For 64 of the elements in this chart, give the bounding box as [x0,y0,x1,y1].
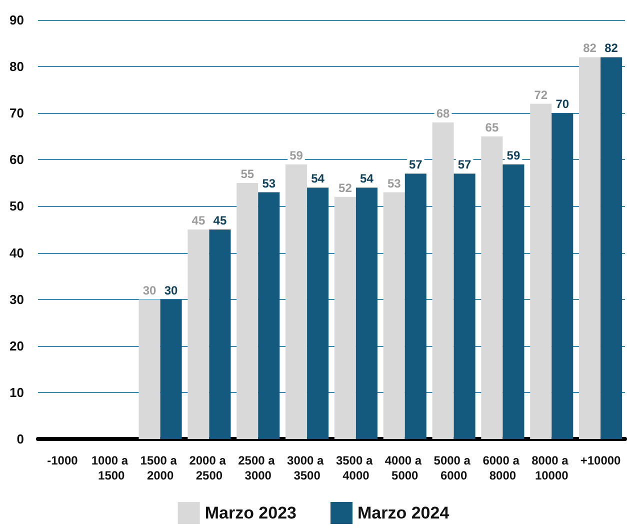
y-tick-label: 90 [10,12,24,28]
y-tick-label: 20 [10,338,24,354]
bar [258,192,280,439]
legend-label: Marzo 2023 [204,504,297,522]
x-tick-label: -1000 [47,454,78,468]
data-label: 45 [192,214,206,228]
bar [188,230,210,439]
bar [600,57,622,439]
y-tick-label: 30 [10,292,24,307]
x-tick-label: 2000 a 2500 [189,454,230,482]
bar [334,196,356,439]
data-label: 59 [506,148,520,162]
y-tick-label: 10 [10,384,24,400]
bar [552,113,574,439]
y-tick-label: 50 [10,198,24,214]
x-tick-label: 2500 a 3000 [238,454,278,482]
x-tick-label: 3500 a 4000 [336,454,376,482]
data-label: 54 [311,172,325,186]
data-label: 82 [604,41,618,56]
bar [286,164,308,439]
bar [383,192,405,439]
data-label: 30 [164,283,178,298]
legend-label: Marzo 2024 [358,504,450,522]
data-label: 54 [360,172,374,186]
data-label: 52 [338,180,352,195]
data-label: 30 [142,283,157,298]
y-tick-label: 40 [10,245,24,260]
data-label: 65 [485,120,499,134]
data-label: 57 [458,158,472,172]
x-tick-label: +10000 [580,454,622,468]
x-tick-label: 3000 a 3500 [287,454,328,482]
x-tick-label: 5000 a 6000 [434,454,474,482]
data-label: 55 [240,166,254,181]
x-tick-label: 4000 a 5000 [384,454,425,482]
bar [138,299,160,439]
bar [502,164,524,439]
bar [236,182,258,439]
data-label: 70 [556,97,570,112]
data-label: 59 [290,148,304,162]
y-tick-label: 0 [16,432,24,446]
bar [160,299,182,439]
data-label: 53 [387,176,402,190]
x-tick-label: 1500 a 2000 [140,454,180,482]
bar [454,174,476,439]
bar [579,57,601,439]
bar [530,104,552,439]
bar [432,122,454,439]
data-label: 57 [408,158,423,172]
data-label: 72 [534,88,548,102]
bar [307,188,329,439]
data-label: 53 [262,176,276,190]
data-label: 82 [583,41,597,56]
data-label: 45 [213,214,227,228]
x-tick-label: 8000 a 10000 [532,454,572,482]
x-tick-label: 6000 a 8000 [482,454,523,482]
bar [481,136,503,439]
bar [209,230,231,439]
bar [356,188,378,439]
data-label: 68 [436,106,450,120]
y-tick-label: 60 [10,152,24,168]
x-tick-label: 1000 a 1500 [91,454,132,482]
y-tick-label: 80 [10,59,24,74]
bar [404,174,426,439]
y-tick-label: 70 [10,106,24,121]
